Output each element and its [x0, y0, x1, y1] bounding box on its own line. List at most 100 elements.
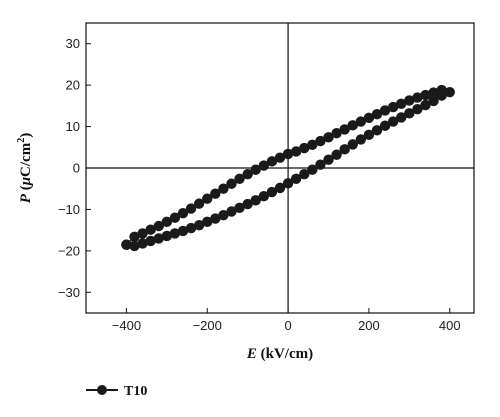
y-axis-sup: 2	[16, 138, 27, 143]
x-axis-title: E (kV/cm)	[246, 346, 313, 362]
data-point	[145, 224, 156, 235]
data-point	[428, 95, 439, 107]
data-point	[234, 173, 245, 184]
data-point	[258, 190, 270, 202]
data-point	[218, 183, 229, 194]
data-point	[202, 216, 213, 228]
data-point	[274, 182, 286, 194]
data-point	[396, 98, 407, 109]
x-tick-label: 0	[284, 318, 291, 333]
y-axis-title: P (μC/cm2)	[16, 133, 34, 203]
data-point	[266, 156, 278, 167]
data-point	[185, 222, 197, 234]
x-tick-label: −200	[193, 318, 222, 333]
data-point	[250, 195, 261, 206]
data-point	[307, 139, 318, 150]
data-point	[226, 206, 237, 217]
data-point	[153, 233, 164, 244]
data-point	[412, 92, 423, 103]
data-point	[161, 230, 173, 242]
data-point	[355, 134, 367, 145]
data-point	[331, 128, 342, 139]
data-point	[315, 135, 326, 147]
data-point	[355, 116, 367, 127]
x-tick-label: 400	[439, 318, 461, 333]
data-point	[266, 186, 278, 198]
data-point	[129, 240, 140, 252]
data-point	[404, 108, 415, 119]
data-point	[379, 120, 391, 131]
legend-label-t10: T10	[124, 384, 147, 399]
y-tick-label: −30	[58, 285, 80, 300]
data-point	[218, 210, 229, 221]
data-point	[177, 225, 189, 237]
data-point	[290, 146, 302, 157]
data-point	[315, 159, 326, 170]
data-point	[371, 125, 383, 136]
y-tick-label: 10	[66, 119, 80, 134]
data-point	[387, 116, 399, 127]
data-point	[339, 144, 350, 155]
data-point	[412, 103, 423, 115]
data-point	[193, 198, 205, 209]
data-point	[347, 139, 358, 150]
data-point	[428, 87, 439, 98]
data-point	[177, 207, 189, 219]
data-point	[307, 164, 318, 175]
data-point	[258, 160, 270, 171]
y-tick-label: 20	[66, 78, 80, 93]
data-point	[161, 216, 173, 228]
data-point	[202, 193, 213, 204]
y-axis-ticks: −30 −20 −10 0 10 20 30	[58, 36, 91, 300]
data-point	[121, 239, 132, 250]
y-axis-close: )	[18, 133, 34, 138]
data-point	[210, 188, 221, 199]
data-point	[339, 124, 350, 135]
y-tick-label: 0	[73, 161, 80, 176]
y-axis-unit: C/cm	[18, 142, 34, 177]
x-tick-label: 200	[358, 318, 380, 333]
data-point	[444, 86, 455, 98]
y-tick-label: −10	[58, 202, 80, 217]
series-layer	[121, 84, 455, 252]
data-point	[282, 178, 294, 189]
data-point	[242, 198, 253, 210]
x-axis-ticks: −400 −200 0 200 400	[112, 308, 461, 333]
data-point	[347, 120, 358, 131]
data-point	[420, 99, 431, 111]
data-point	[137, 228, 148, 239]
legend: T10	[86, 384, 147, 399]
x-tick-label: −400	[112, 318, 141, 333]
data-point	[169, 228, 181, 239]
data-point	[436, 84, 447, 96]
data-point	[153, 220, 164, 232]
data-point	[210, 213, 221, 224]
data-point	[290, 173, 302, 184]
y-axis-var: P	[18, 193, 34, 203]
y-axis-open: (	[18, 185, 34, 194]
data-point	[169, 212, 181, 223]
data-point	[323, 132, 334, 143]
data-point	[387, 101, 399, 113]
data-point	[363, 112, 375, 124]
data-point	[137, 238, 148, 249]
y-axis-mu: μ	[18, 177, 34, 186]
data-point	[323, 154, 334, 165]
data-point	[234, 202, 245, 213]
data-point	[404, 95, 415, 106]
data-point	[226, 178, 237, 189]
data-point	[371, 108, 383, 120]
data-point	[299, 142, 310, 154]
data-point	[129, 231, 140, 242]
x-axis-var: E	[246, 346, 257, 362]
data-point	[242, 169, 253, 180]
data-point	[185, 203, 197, 214]
data-point	[250, 164, 261, 175]
data-point	[145, 235, 156, 247]
data-point	[379, 105, 391, 116]
y-tick-label: 30	[66, 36, 80, 51]
data-point	[331, 149, 342, 160]
data-point	[193, 219, 205, 231]
data-point	[274, 152, 286, 163]
